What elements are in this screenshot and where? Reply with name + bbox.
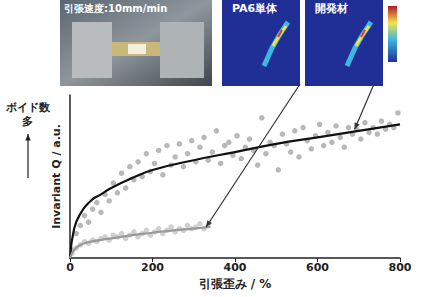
svg-text:引張速度:10mm/min: 引張速度:10mm/min (64, 3, 167, 14)
svg-text:400: 400 (224, 261, 247, 274)
svg-text:PA6単体: PA6単体 (232, 2, 278, 15)
svg-text:600: 600 (306, 261, 329, 274)
svg-text:Invariant Q / a.u.: Invariant Q / a.u. (50, 124, 63, 229)
svg-text:開発材: 開発材 (315, 2, 348, 15)
svg-text:0: 0 (66, 261, 74, 274)
svg-text:200: 200 (141, 261, 164, 274)
svg-text:800: 800 (389, 261, 412, 274)
svg-text:多: 多 (22, 115, 33, 128)
svg-text:引張歪み / %: 引張歪み / % (199, 277, 272, 291)
svg-text:ボイド数: ボイド数 (5, 101, 51, 114)
